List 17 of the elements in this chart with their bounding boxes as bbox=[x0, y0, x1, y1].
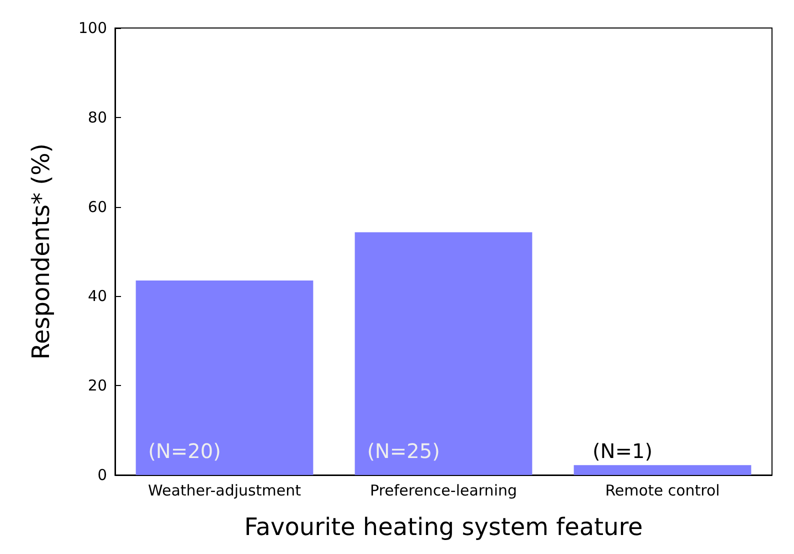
x-tick-label: Preference-learning bbox=[370, 482, 518, 500]
y-axis-title: Respondents* (%) bbox=[27, 143, 55, 360]
y-tick-label: 80 bbox=[88, 108, 107, 126]
annotation: (N=25) bbox=[367, 439, 440, 463]
y-tick-label: 100 bbox=[78, 19, 107, 37]
annotation: (N=20) bbox=[148, 439, 221, 463]
y-tick-label: 20 bbox=[88, 376, 107, 395]
y-tick-label: 0 bbox=[97, 466, 107, 484]
x-tick-label: Weather-adjustment bbox=[148, 482, 302, 500]
y-tick-label: 60 bbox=[88, 198, 107, 216]
x-tick-label: Remote control bbox=[605, 482, 720, 500]
x-axis-title: Favourite heating system feature bbox=[244, 513, 643, 541]
bar bbox=[136, 280, 314, 475]
bar bbox=[354, 232, 532, 475]
y-tick-label: 40 bbox=[88, 287, 107, 306]
annotation: (N=1) bbox=[592, 439, 653, 464]
bar bbox=[574, 465, 752, 475]
